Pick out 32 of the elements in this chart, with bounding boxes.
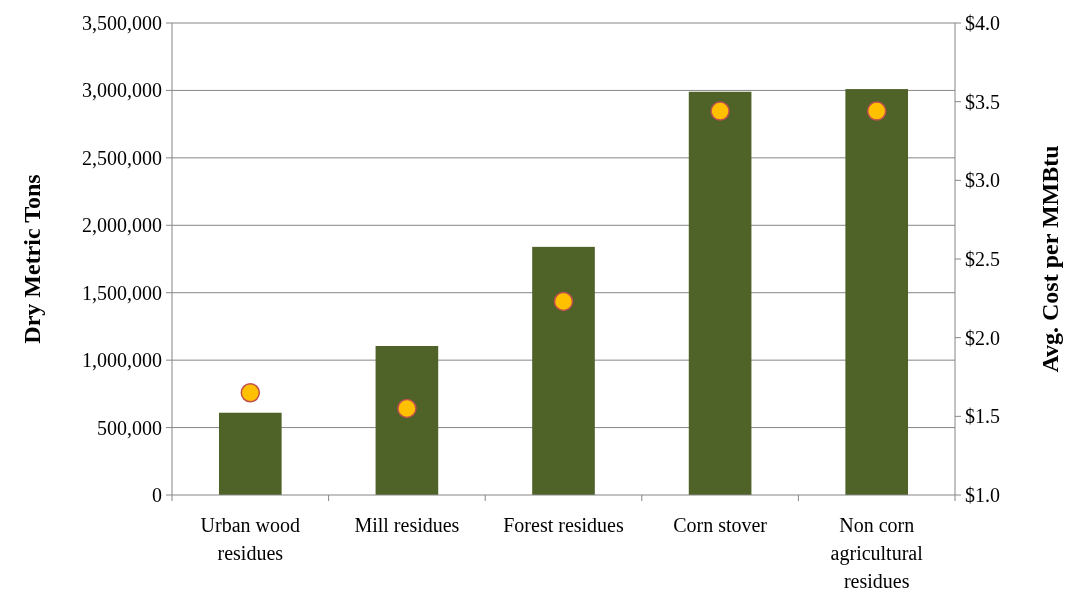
y2-tick-label: $3.0 <box>965 169 1000 192</box>
bar <box>532 246 595 495</box>
x-tick-label: Forest residues <box>503 514 624 536</box>
bar <box>845 89 909 495</box>
y-tick-label: 0 <box>152 484 162 506</box>
bar <box>688 91 752 495</box>
point <box>866 101 887 121</box>
y2-tick-label: $3.5 <box>965 90 1000 113</box>
y2-tick-label: $4.0 <box>965 12 1000 34</box>
y2-tick-label: $2.0 <box>965 326 1000 349</box>
point <box>710 101 730 121</box>
bar <box>218 412 282 495</box>
x-tick-label: Mill residues <box>354 514 460 536</box>
point <box>553 291 574 312</box>
bar <box>375 345 439 495</box>
y2-axis-title: Avg. Cost per MMBtu <box>1037 145 1063 373</box>
x-tick-label: Corn stover <box>673 514 768 536</box>
y-tick-label: 1,500,000 <box>82 281 162 304</box>
y-tick-label: 500,000 <box>97 416 162 439</box>
y-axis-title: Dry Metric Tons <box>19 174 45 344</box>
point <box>240 382 261 403</box>
y2-tick-label: $1.5 <box>965 405 1000 428</box>
y-tick-label: 2,000,000 <box>82 214 162 237</box>
y2-tick-label: $1.0 <box>965 484 1000 506</box>
point <box>397 398 417 419</box>
y-tick-label: 3,500,000 <box>82 12 162 34</box>
y2-tick-label: $2.5 <box>965 248 1000 270</box>
y-tick-label: 2,500,000 <box>82 146 162 169</box>
x-tick-label: Urban wood residues <box>200 514 301 564</box>
y-tick-label: 3,000,000 <box>82 79 162 102</box>
x-tick-label: Non corn agricultural residues <box>830 514 924 592</box>
y-tick-label: 1,000,000 <box>82 349 162 372</box>
